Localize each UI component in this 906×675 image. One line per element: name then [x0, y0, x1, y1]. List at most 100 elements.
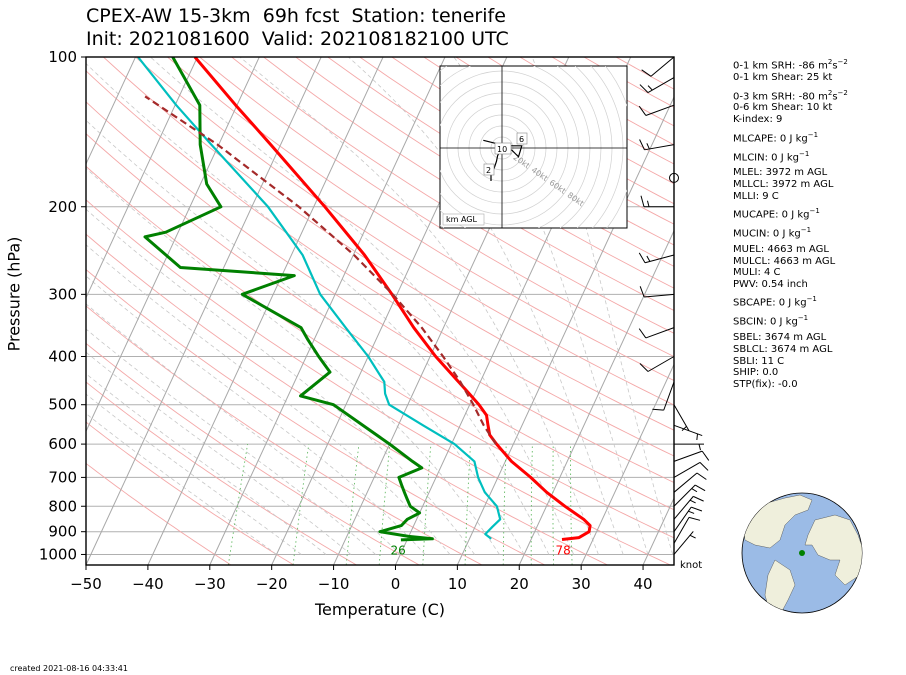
moist-adiabat — [86, 167, 500, 555]
wind-barb-half-flag — [681, 426, 687, 432]
sounding-index-label: MLCAPE: 0 J kg — [733, 132, 808, 144]
wind-barb-flag — [701, 450, 710, 461]
dry-adiabat — [263, 57, 674, 311]
created-timestamp: created 2021-08-16 04:33:41 — [10, 664, 128, 673]
x-tick-label: 40 — [634, 575, 653, 593]
wind-barb-half-flag — [647, 85, 653, 91]
sounding-index: SHIP: 0.0 — [733, 367, 848, 379]
wind-barb — [673, 484, 706, 507]
y-tick-label: 800 — [48, 497, 77, 515]
wind-barb-flag — [638, 328, 647, 339]
unit-exponent: −1 — [797, 314, 809, 323]
sounding-index-label: 0-6 km Shear: 10 kt — [733, 102, 833, 114]
parcel-profile — [144, 95, 497, 445]
unit-exponent: −2 — [837, 88, 848, 97]
calm-wind-marker — [669, 172, 679, 183]
temperature-profile — [193, 57, 592, 541]
globe-locator — [741, 492, 863, 614]
barb-unit-label: knot — [680, 560, 703, 571]
unit-exponent: 2 — [827, 58, 833, 66]
isotherm-line — [580, 363, 674, 565]
sounding-index: MLCAPE: 0 J kg−1 — [733, 130, 848, 145]
x-axis-title: Temperature (C) — [314, 600, 446, 619]
wind-barb — [638, 252, 675, 264]
isotherm-line — [86, 57, 260, 433]
sounding-index-label: PWV: 0.54 inch — [733, 278, 808, 290]
moist-adiabat — [86, 275, 426, 555]
sounding-index-label: MLLI: 9 C — [733, 190, 779, 202]
unit-symbol: s — [832, 90, 838, 102]
wind-barb — [639, 77, 675, 94]
isotherm-line — [86, 57, 198, 299]
sounding-index-label: MLEL: 3972 m AGL — [733, 167, 828, 179]
wind-barb-staff — [673, 424, 703, 437]
dry-adiabat — [327, 57, 674, 267]
wind-barb-flag — [693, 495, 704, 502]
isotherm-line — [86, 57, 136, 166]
unit-exponent: −1 — [806, 295, 817, 304]
wind-barb-staff — [673, 517, 690, 544]
sounding-index: SBCAPE: 0 J kg−1 — [733, 294, 848, 309]
wind-barb-flag — [696, 472, 707, 480]
dewpoint-profile — [137, 57, 502, 540]
dry-adiabat — [86, 305, 483, 565]
moist-adiabat — [86, 244, 451, 555]
wind-barb — [674, 443, 704, 451]
moist-adiabat — [86, 373, 327, 555]
sounding-indices: 0-1 km SRH: -86 m2s−2 0-1 km Shear: 25 kt… — [733, 57, 848, 390]
sounding-index: K-index: 9 — [733, 114, 848, 126]
x-tick-label: −40 — [132, 575, 164, 593]
sounding-index: MULI: 4 C — [733, 267, 848, 279]
wind-barb-staff — [673, 450, 703, 462]
y-tick-label: 200 — [48, 198, 77, 216]
unit-exponent: −1 — [798, 149, 810, 158]
sounding-index-label: 0-3 km SRH: -80 m — [733, 90, 828, 102]
moist-adiabat — [86, 413, 277, 555]
sounding-index: SBEL: 3674 m AGL — [733, 332, 848, 344]
moist-adiabat — [531, 57, 674, 555]
sounding-index-label: MULCL: 4663 m AGL — [733, 255, 836, 267]
y-axis-title: Pressure (hPa) — [4, 236, 24, 352]
surface-temperature-label: 78 — [555, 543, 570, 557]
station-marker — [799, 550, 805, 556]
sounding-index-label: MULI: 4 C — [733, 267, 781, 279]
isotherm-line — [147, 57, 384, 565]
unit-exponent: −1 — [809, 207, 820, 216]
wind-barb-half-flag — [696, 433, 698, 441]
moist-adiabat — [86, 119, 525, 555]
chart-title-line2: Init: 2021081600 Valid: 202108182100 UTC — [86, 28, 509, 50]
sounding-index: MUEL: 4663 m AGL — [733, 244, 848, 256]
dry-adiabat — [86, 462, 232, 565]
y-tick-label: 500 — [48, 396, 77, 414]
sounding-index: 0-3 km SRH: -80 m2s−2 — [733, 88, 848, 103]
y-tick-label: 300 — [48, 285, 77, 303]
sounding-index-label: SBLI: 11 C — [733, 355, 785, 367]
isotherm-line — [86, 57, 322, 565]
sounding-index: SBLI: 11 C — [733, 356, 848, 368]
moist-adiabat — [86, 62, 550, 555]
y-tick-label: 900 — [48, 523, 77, 541]
wind-barb-flag — [688, 516, 701, 521]
dry-adiabat — [86, 268, 546, 565]
moist-adiabat — [86, 393, 302, 555]
sounding-index: PWV: 0.54 inch — [733, 279, 848, 291]
hodograph-height-label: 6 — [519, 135, 524, 144]
unit-exponent: −1 — [800, 226, 812, 235]
sounding-index-label: MUCIN: 0 J kg — [733, 228, 801, 240]
wind-barb-half-flag — [689, 534, 696, 539]
wind-barb-flag — [638, 252, 646, 263]
sounding-index-label: MLLCL: 3972 m AGL — [733, 179, 834, 191]
dry-adiabat — [167, 57, 674, 381]
y-tick-label: 1000 — [39, 545, 77, 563]
wind-barb — [673, 472, 707, 493]
wind-barb-flag — [699, 462, 709, 471]
sounding-index: MUCIN: 0 J kg−1 — [733, 225, 848, 240]
wind-barb-staff — [645, 104, 675, 116]
sounding-index-label: STP(fix): -0.0 — [733, 378, 798, 390]
dry-adiabat — [86, 421, 294, 565]
x-tick-label: 20 — [510, 575, 529, 593]
wind-barb-flag — [641, 69, 652, 77]
hodograph-legend-box — [442, 213, 485, 226]
dewpoint_profile-profile — [143, 57, 434, 542]
wind-barb — [673, 424, 703, 441]
